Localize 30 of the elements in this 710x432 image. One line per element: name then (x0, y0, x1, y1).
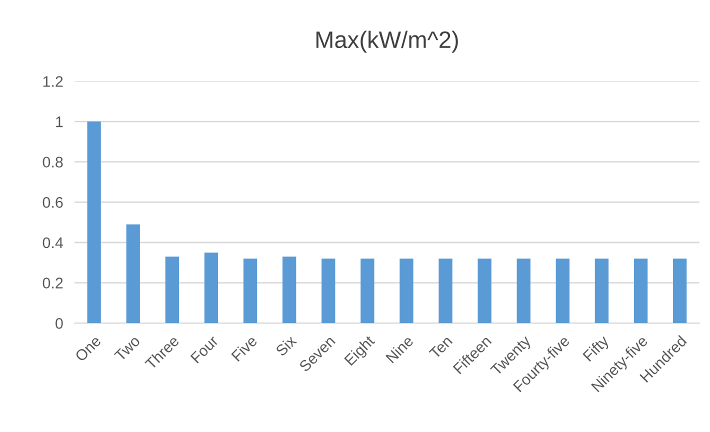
bar (87, 122, 101, 324)
y-tick-label: 0.4 (42, 237, 63, 248)
x-tick-label: Ten (428, 335, 453, 360)
bar (360, 258, 374, 324)
x-tick-label: Five (230, 334, 258, 362)
y-tick-label: 0.8 (42, 156, 63, 168)
bar (204, 252, 218, 324)
y-tick-label: 0.6 (42, 197, 63, 208)
bar (438, 258, 452, 324)
bar (516, 258, 530, 324)
x-tick-label: Two (114, 335, 141, 362)
bar (556, 258, 570, 324)
bar (322, 258, 336, 324)
bar (634, 258, 648, 324)
x-tick-label: Six (274, 334, 298, 357)
y-tick-label: 1.2 (43, 76, 63, 87)
bar (243, 258, 258, 324)
bar (165, 256, 180, 324)
x-tick-label: Nine (385, 334, 414, 364)
y-tick-label: 0.2 (42, 278, 63, 288)
x-tick-label: One (74, 335, 102, 362)
bar (282, 256, 296, 324)
y-tick-label: 0 (56, 318, 63, 329)
bar (672, 258, 687, 324)
bar (126, 224, 140, 324)
bar (400, 258, 414, 324)
chart-title: Max(kW/m^2) (316, 30, 458, 53)
y-tick-label: 1 (56, 116, 63, 128)
bar (594, 258, 609, 324)
bar (478, 258, 492, 324)
